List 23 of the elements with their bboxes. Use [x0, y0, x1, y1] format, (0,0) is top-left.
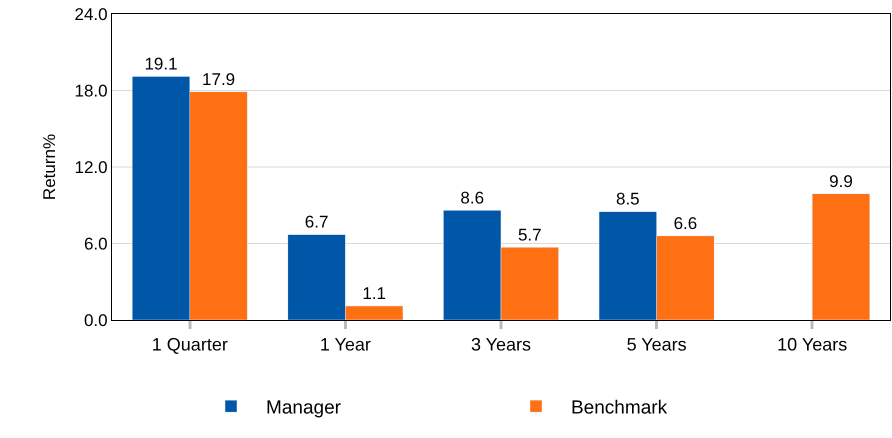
bar — [812, 194, 870, 320]
data-label: 17.9 — [202, 70, 236, 89]
y-axis-title: Return% — [40, 134, 60, 200]
data-label: 5.7 — [518, 225, 542, 244]
legend-label: Manager — [266, 398, 342, 419]
data-label: 19.1 — [144, 54, 178, 74]
data-label: 8.6 — [460, 188, 484, 208]
legend-label: Benchmark — [571, 398, 668, 419]
x-tick-label: 3 Years — [470, 334, 532, 355]
data-label: 1.1 — [362, 284, 386, 303]
x-tick-label: 1 Quarter — [152, 334, 228, 355]
x-tick-label: 1 Year — [320, 334, 371, 355]
y-tick-label: 18.0 — [74, 81, 108, 100]
data-label: 9.9 — [829, 172, 853, 191]
x-tick-label: 5 Years — [626, 334, 687, 355]
x-tick-label: 10 Years — [777, 334, 848, 355]
y-tick-label: 6.0 — [84, 234, 108, 254]
data-label: 6.7 — [304, 212, 328, 232]
data-label: 8.5 — [616, 190, 640, 209]
data-label: 6.6 — [674, 214, 698, 233]
y-tick-label: 24.0 — [74, 4, 108, 24]
y-tick-label: 12.0 — [74, 158, 108, 177]
y-tick-label: 0.0 — [84, 310, 108, 330]
